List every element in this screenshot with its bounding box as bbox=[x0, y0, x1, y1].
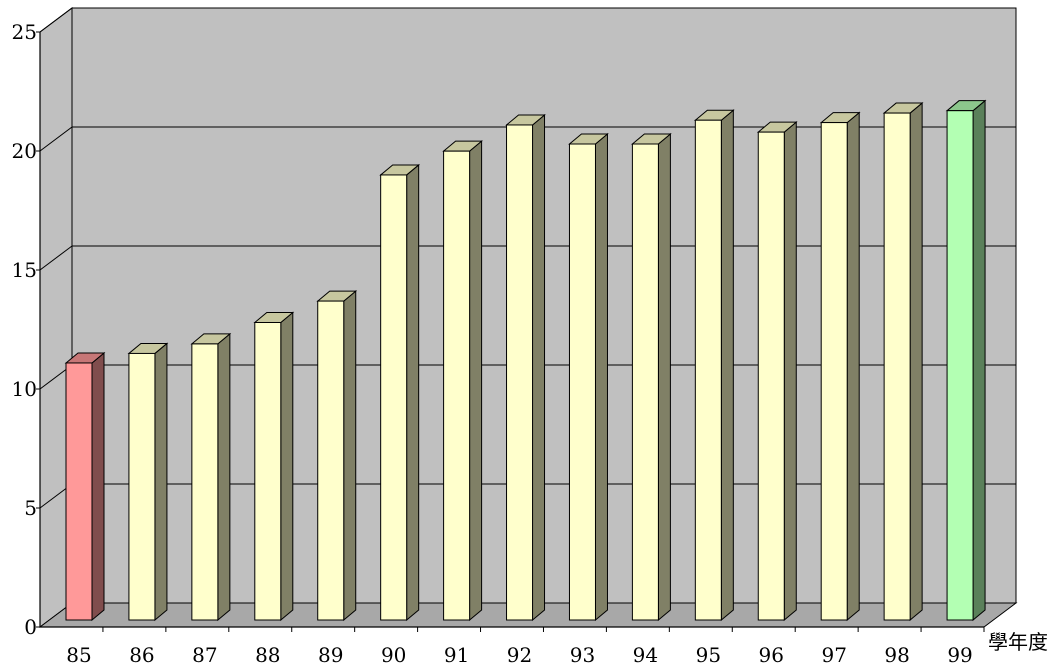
x-tick-label: 96 bbox=[759, 643, 784, 667]
bar bbox=[505, 113, 546, 622]
x-tick-label: 85 bbox=[66, 643, 91, 667]
bar bbox=[253, 311, 295, 622]
x-tick-label: 94 bbox=[633, 643, 658, 667]
y-tick-labels: 0 5 10 15 20 25 bbox=[12, 20, 37, 639]
y-tick-label: 10 bbox=[12, 377, 37, 401]
bar-front bbox=[65, 362, 93, 621]
bar-side bbox=[720, 109, 734, 622]
side-gridline bbox=[39, 245, 73, 271]
side-gridline bbox=[39, 126, 73, 152]
bar-side bbox=[532, 113, 546, 622]
bar bbox=[819, 111, 861, 622]
x-tick-label: 93 bbox=[570, 643, 595, 667]
bar bbox=[693, 109, 735, 622]
bar-side bbox=[217, 332, 231, 622]
bar-side bbox=[972, 99, 986, 622]
x-tick-label: 97 bbox=[821, 643, 846, 667]
bar bbox=[882, 101, 924, 622]
bar bbox=[316, 290, 358, 622]
bar bbox=[756, 121, 798, 622]
x-tick-label: 87 bbox=[192, 643, 217, 667]
bar-side bbox=[783, 121, 797, 622]
x-tick-label: 86 bbox=[129, 643, 154, 667]
bar-front bbox=[380, 174, 408, 621]
x-tick-label: 88 bbox=[255, 643, 280, 667]
bars bbox=[64, 99, 987, 622]
x-tick-label: 95 bbox=[696, 643, 721, 667]
side-gridline bbox=[39, 7, 73, 33]
x-tick-label: 92 bbox=[507, 643, 532, 667]
axes bbox=[36, 31, 985, 632]
bar-side bbox=[594, 132, 608, 622]
bar-side bbox=[846, 111, 860, 622]
x-tick-label: 99 bbox=[947, 643, 972, 667]
bar-front bbox=[443, 150, 471, 621]
x-axis-title: 學年度 bbox=[988, 630, 1048, 654]
bar bbox=[64, 351, 106, 622]
x-tick-label: 90 bbox=[381, 643, 406, 667]
bar-side bbox=[909, 101, 923, 622]
y-tick-label: 25 bbox=[12, 20, 37, 44]
bar-side bbox=[469, 140, 483, 622]
x-tick-label: 89 bbox=[318, 643, 343, 667]
bar bbox=[190, 332, 232, 622]
bar bbox=[379, 163, 421, 622]
bar-front bbox=[883, 112, 911, 621]
bar-front bbox=[946, 110, 974, 621]
y-tick-label: 5 bbox=[24, 496, 37, 520]
bar-front bbox=[506, 124, 534, 621]
bar bbox=[127, 342, 169, 622]
bar-front bbox=[757, 131, 785, 621]
bar-front bbox=[631, 143, 659, 621]
bar bbox=[442, 140, 483, 622]
x-tick-label: 91 bbox=[444, 643, 469, 667]
x-tick-label: 98 bbox=[884, 643, 909, 667]
y-tick-label: 0 bbox=[24, 615, 37, 639]
bar-side bbox=[343, 290, 357, 622]
bar-front bbox=[191, 343, 219, 621]
y-tick-label: 15 bbox=[12, 258, 37, 282]
bar bbox=[945, 99, 987, 622]
bar bbox=[631, 132, 672, 622]
bar-front bbox=[128, 352, 156, 621]
bar-front bbox=[568, 143, 596, 621]
bar-front bbox=[820, 122, 848, 621]
bar-side bbox=[657, 132, 671, 622]
bar-front bbox=[694, 119, 722, 621]
bar-side bbox=[154, 342, 168, 622]
bar-side bbox=[91, 351, 105, 622]
y-tick-label: 20 bbox=[12, 139, 37, 163]
bar-side bbox=[406, 163, 420, 622]
bar bbox=[568, 132, 609, 622]
bar-front bbox=[317, 300, 345, 621]
bar-side bbox=[280, 311, 294, 622]
bar-front bbox=[254, 322, 282, 621]
x-tick-labels: 85 86 87 88 89 90 91 92 93 94 95 96 97 98 99 bbox=[66, 643, 973, 667]
